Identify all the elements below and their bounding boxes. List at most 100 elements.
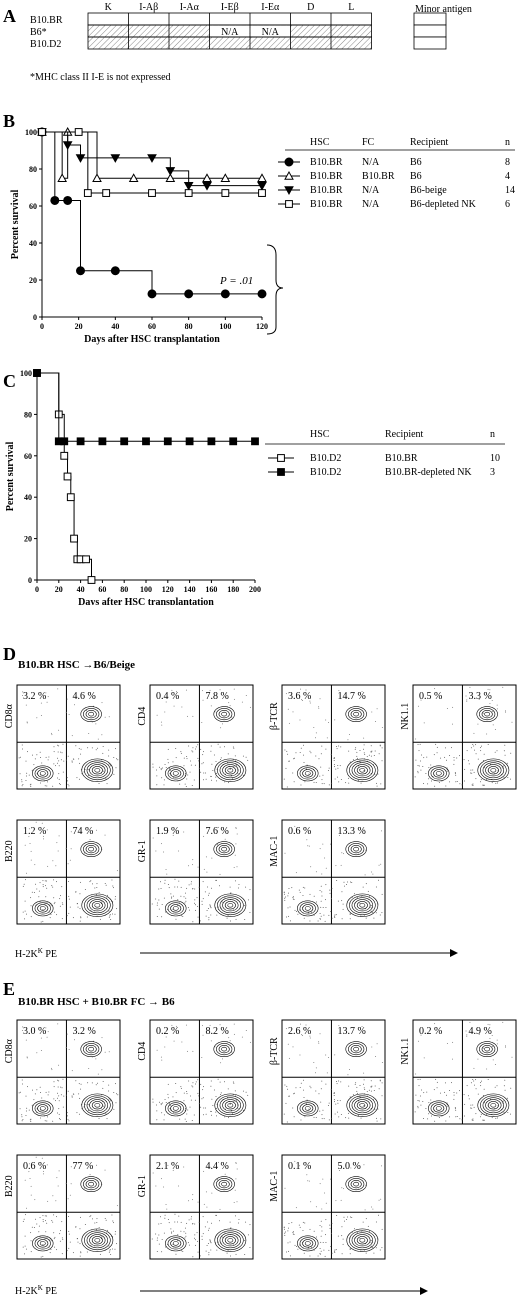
column-header: I-Aα xyxy=(180,2,200,13)
event-dot xyxy=(190,883,192,885)
contour-ring xyxy=(299,767,316,780)
event-dot xyxy=(292,896,294,898)
event-dot xyxy=(202,779,204,781)
event-dot xyxy=(66,1033,68,1035)
event-dot xyxy=(96,886,98,888)
event-dot xyxy=(89,1216,91,1218)
event-dot xyxy=(310,1246,312,1248)
event-dot xyxy=(61,1221,63,1223)
event-dot xyxy=(217,743,219,745)
event-dot xyxy=(341,1187,343,1189)
event-dot xyxy=(102,1081,104,1083)
y-tick-label: 80 xyxy=(29,165,37,174)
quadrant-percent-left: 3.2 % xyxy=(23,691,46,702)
event-dot xyxy=(233,766,235,768)
event-dot xyxy=(369,1230,371,1232)
contour-ring xyxy=(476,706,498,723)
event-dot xyxy=(236,833,238,835)
event-dot xyxy=(474,749,476,751)
event-dot xyxy=(159,881,161,883)
event-dot xyxy=(202,898,204,900)
event-dot xyxy=(341,1253,343,1255)
event-dot xyxy=(464,768,466,770)
event-dot xyxy=(186,778,188,780)
event-dot xyxy=(158,888,160,890)
event-dot xyxy=(315,1090,317,1092)
event-dot xyxy=(78,778,80,780)
event-dot xyxy=(291,1222,293,1224)
event-dot xyxy=(356,896,358,898)
event-dot xyxy=(298,1244,300,1246)
event-dot xyxy=(379,1080,381,1082)
event-dot xyxy=(78,1113,80,1115)
event-dot xyxy=(175,690,177,692)
event-dot xyxy=(25,1110,27,1112)
event-dot xyxy=(194,1239,196,1241)
event-dot xyxy=(509,778,511,780)
event-dot xyxy=(236,769,238,771)
event-dot xyxy=(434,688,436,690)
event-dot xyxy=(349,913,351,915)
event-dot xyxy=(293,1116,295,1118)
event-dot xyxy=(380,1118,382,1120)
event-dot xyxy=(24,1179,26,1181)
event-dot xyxy=(72,1252,74,1254)
event-dot xyxy=(168,1222,170,1224)
contour-ring xyxy=(484,1046,491,1052)
event-dot xyxy=(206,1244,208,1246)
event-dot xyxy=(355,1082,357,1084)
event-dot xyxy=(41,1157,43,1159)
contour-ring xyxy=(302,769,314,778)
event-dot xyxy=(86,1251,88,1253)
event-dot xyxy=(52,1221,54,1223)
event-dot xyxy=(178,1215,180,1217)
column-header: L xyxy=(348,2,354,13)
event-dot xyxy=(417,765,419,767)
contour-ring xyxy=(83,1043,100,1056)
event-dot xyxy=(325,867,327,869)
contour-ring xyxy=(354,899,371,912)
event-dot xyxy=(71,760,73,762)
event-dot xyxy=(333,757,335,759)
event-dot xyxy=(50,1240,52,1242)
event-dot xyxy=(306,1099,308,1101)
event-dot xyxy=(164,1098,166,1100)
event-dot xyxy=(249,1041,251,1043)
haplotype-bar xyxy=(87,36,372,50)
event-dot xyxy=(360,1117,362,1119)
event-dot xyxy=(103,770,105,772)
event-dot xyxy=(436,1081,438,1083)
event-dot xyxy=(78,1083,80,1085)
event-dot xyxy=(223,1081,225,1083)
event-dot xyxy=(466,1035,468,1037)
legend-hsc: B10.D2 xyxy=(310,453,341,464)
contour-ring xyxy=(479,708,496,721)
event-dot xyxy=(478,699,480,701)
event-dot xyxy=(184,783,186,785)
event-dot xyxy=(349,918,351,920)
event-dot xyxy=(233,688,235,690)
event-dot xyxy=(39,782,41,784)
contour-ring xyxy=(167,1102,184,1115)
event-dot xyxy=(53,897,55,899)
event-dot xyxy=(381,1082,383,1084)
significance-bracket xyxy=(266,244,284,335)
event-dot xyxy=(366,1091,368,1093)
event-dot xyxy=(486,733,488,735)
event-dot xyxy=(321,1208,323,1210)
event-dot xyxy=(337,900,339,902)
event-dot xyxy=(216,844,218,846)
event-dot xyxy=(323,1249,325,1251)
event-dot xyxy=(58,773,60,775)
event-dot xyxy=(227,1250,229,1252)
event-dot xyxy=(347,739,349,741)
event-dot xyxy=(21,748,23,750)
event-dot xyxy=(53,1238,55,1240)
event-dot xyxy=(217,1161,219,1163)
panel-e: E B10.BR HSC + B10.BR FC → B6 3.0 % 3.2 %… xyxy=(3,979,517,1295)
cell-value: N/A xyxy=(262,27,280,38)
x-tick-label: 60 xyxy=(148,322,156,331)
event-dot xyxy=(55,765,57,767)
contour-ring xyxy=(304,1241,311,1246)
event-dot xyxy=(184,1237,186,1239)
